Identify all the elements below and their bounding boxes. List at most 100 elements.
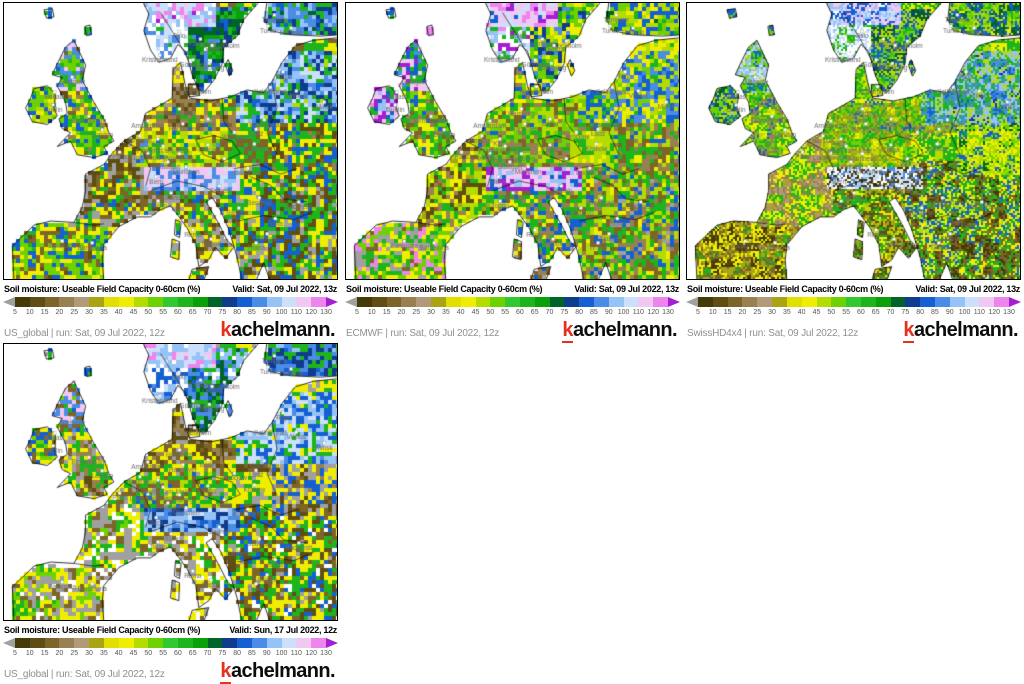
scale-segment [296, 297, 312, 307]
scale-segment [148, 297, 164, 307]
scale-tick-label: 55 [501, 309, 509, 316]
scale-segment [281, 297, 297, 307]
scale-segment [653, 297, 669, 307]
scale-segment [281, 638, 297, 648]
scale-segment [266, 297, 282, 307]
panel-footer: SwissHD4x4 | run: Sat, 09 Jul 2022, 12z … [683, 318, 1024, 343]
scale-tick-label: 40 [114, 650, 123, 657]
scale-tick-label: 85 [248, 309, 256, 316]
scale-tick-label: 80 [916, 309, 925, 316]
scale-segment [534, 297, 550, 307]
scale-segment [742, 297, 758, 307]
scale-tick-label: 100 [958, 309, 971, 316]
scale-tick-label: 45 [129, 309, 138, 316]
scale-tick-label: 130 [320, 309, 332, 316]
scale-tick-label: 100 [275, 309, 288, 316]
map-title: Soil moisture: Useable Field Capacity 0-… [4, 625, 201, 635]
scale-segment [163, 297, 178, 307]
scale-tick-label: 35 [99, 650, 108, 657]
color-scale-ticks: 5 10 15 20 25 30 35 40 45 50 55 60 65 70 75 80 85 90 100 11… [3, 307, 338, 318]
scale-tick-label: 60 [173, 650, 182, 657]
scale-segment [222, 297, 238, 307]
scale-segment [786, 297, 802, 307]
scale-segment [252, 297, 267, 307]
scale-tick-label: 110 [632, 309, 644, 316]
scale-tick-label: 110 [973, 309, 985, 316]
scale-segment [311, 638, 327, 648]
scale-segment [357, 297, 372, 307]
scale-tick-label: 30 [85, 309, 93, 316]
scale-tick-label: 80 [233, 650, 242, 657]
valid-time: Valid: Sat, 09 Jul 2022, 13z [574, 284, 679, 294]
scale-segment [222, 638, 238, 648]
valid-time: Valid: Sat, 09 Jul 2022, 13z [232, 284, 337, 294]
color-scale-bar [3, 638, 339, 648]
scale-tick-label: 110 [290, 309, 302, 316]
scale-segment [89, 638, 104, 648]
scale-tick-label: 65 [530, 309, 539, 316]
logo-rest: achelmann. [230, 660, 336, 682]
kachelmann-logo: kachelmann. [220, 660, 336, 684]
scale-segment [15, 297, 30, 307]
scale-segment [401, 297, 417, 307]
logo-k: k [220, 319, 232, 343]
color-scale: 5 10 15 20 25 30 35 40 45 50 55 60 65 70 75 80 85 90 100 11… [3, 638, 339, 659]
scale-tick-label: 55 [159, 309, 167, 316]
scale-segment [177, 297, 193, 307]
scale-segment [579, 297, 594, 307]
scale-segment [15, 638, 30, 648]
scale-tick-label: 70 [203, 309, 212, 316]
scale-segment [177, 638, 193, 648]
scale-segment [311, 297, 327, 307]
panel-us-global-sat: Soil moisture: Useable Field Capacity 0-… [0, 0, 341, 343]
scale-segment [29, 297, 45, 307]
scale-tick-label: 15 [723, 309, 732, 316]
valid-time: Valid: Sat, 09 Jul 2022, 13z [915, 284, 1020, 294]
scale-tick-label: 45 [471, 309, 480, 316]
scale-tick-label: 75 [218, 309, 227, 316]
scale-segment [727, 297, 743, 307]
scale-segment [875, 297, 891, 307]
scale-segment [846, 297, 861, 307]
scale-tick-label: 45 [129, 650, 138, 657]
scale-tick-label: 30 [85, 650, 93, 657]
scale-segment [192, 638, 208, 648]
scale-segment [192, 297, 208, 307]
map-canvas [346, 3, 679, 279]
logo-k: k [903, 319, 915, 343]
scale-tick-label: 35 [782, 309, 791, 316]
color-scale-ticks: 5 10 15 20 25 30 35 40 45 50 55 60 65 70 75 80 85 90 100 11… [3, 648, 338, 659]
map-canvas [4, 344, 337, 620]
scale-segment [519, 297, 535, 307]
scale-tick-label: 75 [560, 309, 569, 316]
scale-tick-label: 120 [647, 309, 660, 316]
soil-moisture-map-ecmwf [345, 2, 680, 280]
map-title: Soil moisture: Useable Field Capacity 0-… [346, 284, 543, 294]
scale-tick-label: 65 [188, 650, 197, 657]
scale-segment [431, 297, 446, 307]
scale-under-arrow [3, 638, 15, 648]
map-caption: Soil moisture: Useable Field Capacity 0-… [683, 280, 1024, 296]
scale-segment [860, 297, 876, 307]
scale-tick-label: 130 [320, 650, 332, 657]
scale-segment [816, 297, 832, 307]
scale-tick-label: 10 [25, 309, 34, 316]
scale-segment [59, 638, 75, 648]
scale-tick-label: 10 [367, 309, 376, 316]
panel-footer: US_global | run: Sat, 09 Jul 2022, 12z k… [0, 659, 341, 684]
scale-tick-label: 60 [515, 309, 524, 316]
logo-rest: achelmann. [572, 319, 678, 341]
scale-segment [445, 297, 461, 307]
scale-segment [905, 297, 921, 307]
soil-moisture-map-us-global-sun [3, 343, 338, 621]
scale-tick-label: 80 [575, 309, 584, 316]
scale-segment [74, 297, 90, 307]
scale-tick-label: 60 [856, 309, 865, 316]
color-scale-bar [686, 297, 1022, 307]
kachelmann-logo: kachelmann. [220, 319, 336, 343]
scale-segment [207, 638, 223, 648]
panel-footer: US_global | run: Sat, 09 Jul 2022, 12z k… [0, 318, 341, 343]
map-canvas [687, 3, 1020, 279]
scale-tick-label: 25 [412, 309, 421, 316]
scale-segment [29, 638, 45, 648]
